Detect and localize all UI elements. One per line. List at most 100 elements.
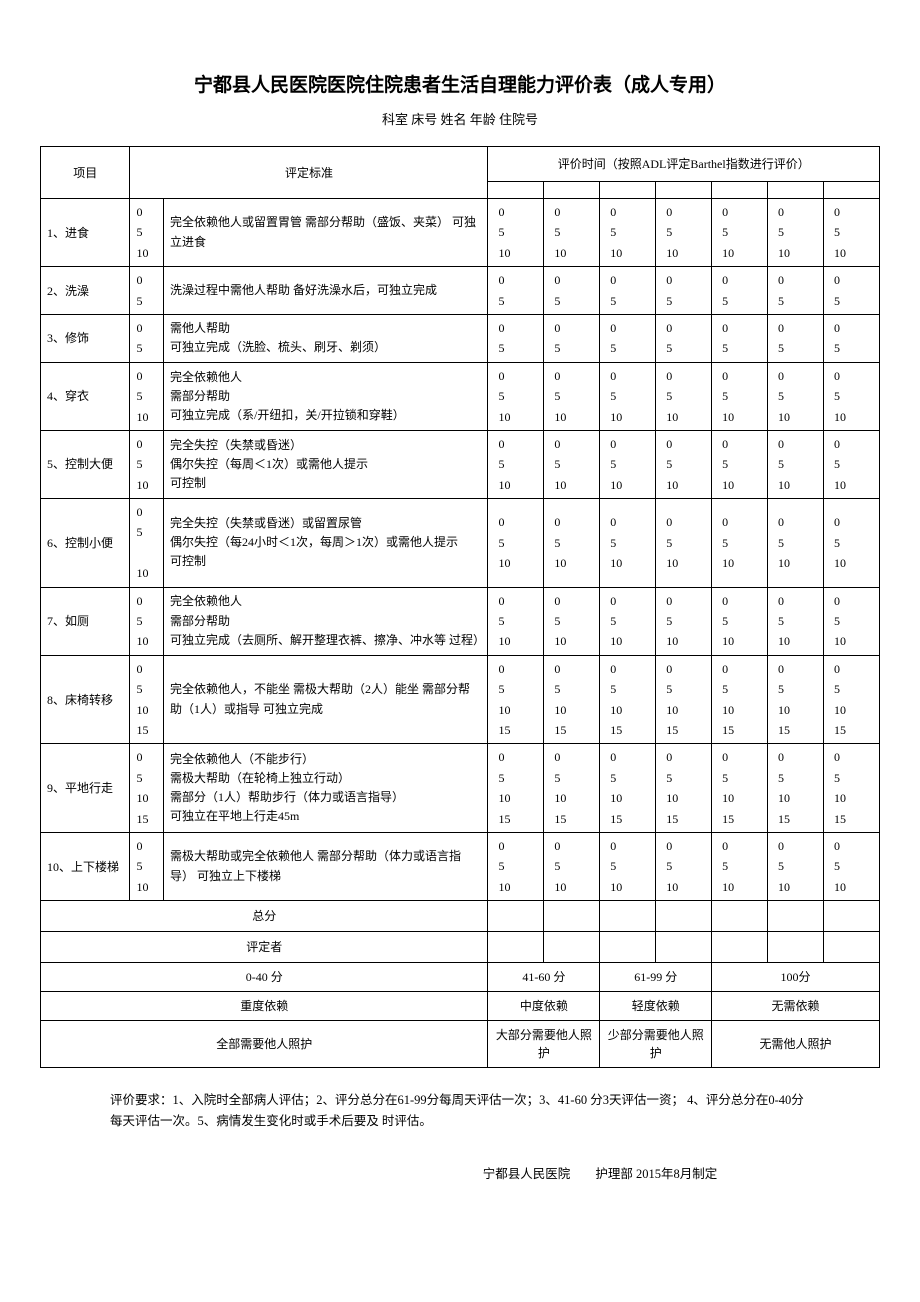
- item-name: 10、上下楼梯: [41, 832, 130, 900]
- grade-cell: 中度依赖: [488, 992, 600, 1021]
- eval-cell: 0510: [768, 499, 824, 588]
- eval-cell: 0510: [544, 499, 600, 588]
- eval-col-blank: [823, 182, 879, 199]
- eval-cell: 0510: [823, 430, 879, 498]
- item-name: 9、平地行走: [41, 744, 130, 833]
- eval-cell: 0510: [488, 587, 544, 655]
- eval-cell: 0510: [656, 587, 712, 655]
- eval-cell: 051015: [544, 655, 600, 744]
- total-cell: [823, 901, 879, 932]
- eval-cell: 05: [600, 314, 656, 362]
- eval-cell: 0510: [600, 199, 656, 267]
- eval-cell: 051015: [600, 744, 656, 833]
- eval-cell: 051015: [544, 744, 600, 833]
- item-row: 1、进食0510完全依赖他人或留置胃管 需部分帮助（盛饭、夹菜） 可独立进食05…: [41, 199, 880, 267]
- item-name: 7、如厕: [41, 587, 130, 655]
- item-criteria: 完全失控（失禁或昏迷）偶尔失控（每周＜1次）或需他人提示可控制: [164, 430, 488, 498]
- eval-cell: 0510: [544, 362, 600, 430]
- assessor-cell: [656, 932, 712, 963]
- item-criteria: 需极大帮助或完全依赖他人 需部分帮助（体力或语言指导） 可独立上下楼梯: [164, 832, 488, 900]
- eval-cell: 0510: [823, 499, 879, 588]
- eval-cell: 051015: [712, 655, 768, 744]
- total-cell: [544, 901, 600, 932]
- eval-cell: 0510: [768, 430, 824, 498]
- item-row: 7、如厕0510完全依赖他人需部分帮助可独立完成（去厕所、解开整理衣裤、擦净、冲…: [41, 587, 880, 655]
- footer-org: 宁都县人民医院: [483, 1167, 571, 1181]
- eval-cell: 051015: [823, 744, 879, 833]
- eval-cell: 0510: [656, 362, 712, 430]
- item-scores: 0510: [130, 430, 164, 498]
- total-cell: [600, 901, 656, 932]
- eval-cell: 05: [488, 314, 544, 362]
- assessor-cell: [712, 932, 768, 963]
- eval-cell: 0510: [823, 362, 879, 430]
- eval-cell: 05: [488, 267, 544, 315]
- item-scores: 05: [130, 267, 164, 315]
- eval-cell: 0510: [712, 832, 768, 900]
- page-subtitle: 科室 床号 姓名 年龄 住院号: [40, 109, 880, 128]
- assessor-cell: [823, 932, 879, 963]
- eval-cell: 0510: [823, 832, 879, 900]
- total-label: 总分: [41, 901, 488, 932]
- item-scores: 051015: [130, 744, 164, 833]
- eval-cell: 05: [823, 314, 879, 362]
- assessor-cell: [544, 932, 600, 963]
- item-name: 4、穿衣: [41, 362, 130, 430]
- eval-cell: 051015: [712, 744, 768, 833]
- item-name: 6、控制小便: [41, 499, 130, 588]
- eval-cell: 051015: [768, 655, 824, 744]
- eval-cell: 0510: [488, 362, 544, 430]
- eval-cell: 0510: [823, 199, 879, 267]
- item-name: 5、控制大便: [41, 430, 130, 498]
- item-name: 2、洗澡: [41, 267, 130, 315]
- footer: 宁都县人民医院 护理部 2015年8月制定: [40, 1163, 880, 1182]
- grade-cell: 重度依赖: [41, 992, 488, 1021]
- eval-cell: 0510: [600, 430, 656, 498]
- eval-cell: 05: [712, 267, 768, 315]
- item-criteria: 完全依赖他人或留置胃管 需部分帮助（盛饭、夹菜） 可独立进食: [164, 199, 488, 267]
- eval-cell: 05: [823, 267, 879, 315]
- item-scores: 0510: [130, 362, 164, 430]
- assessment-table: 项目 评定标准 评价时间（按照ADL评定Barthel指数进行评价） 1、进食0…: [40, 146, 880, 1068]
- item-row: 8、床椅转移051015完全依赖他人，不能坐 需极大帮助（2人）能坐 需部分帮助…: [41, 655, 880, 744]
- item-scores: 051015: [130, 655, 164, 744]
- eval-cell: 0510: [823, 587, 879, 655]
- total-row: 总分: [41, 901, 880, 932]
- eval-cell: 0510: [656, 430, 712, 498]
- grade-cell: 61-99 分: [600, 963, 712, 992]
- eval-cell: 0510: [600, 832, 656, 900]
- item-criteria: 完全依赖他人，不能坐 需极大帮助（2人）能坐 需部分帮助（1人）或指导 可独立完…: [164, 655, 488, 744]
- eval-col-blank: [488, 182, 544, 199]
- grade-cell: 41-60 分: [488, 963, 600, 992]
- eval-cell: 0510: [600, 362, 656, 430]
- total-cell: [712, 901, 768, 932]
- grade-care-row: 全部需要他人照护大部分需要他人照护少部分需要他人照护无需他人照护: [41, 1021, 880, 1068]
- eval-cell: 0510: [712, 199, 768, 267]
- eval-cell: 0510: [488, 499, 544, 588]
- eval-cell: 051015: [768, 744, 824, 833]
- eval-col-blank: [600, 182, 656, 199]
- eval-cell: 051015: [656, 655, 712, 744]
- eval-cell: 051015: [823, 655, 879, 744]
- page-title: 宁都县人民医院医院住院患者生活自理能力评价表（成人专用）: [40, 70, 880, 97]
- item-name: 1、进食: [41, 199, 130, 267]
- eval-cell: 05: [768, 314, 824, 362]
- item-scores: 0510: [130, 199, 164, 267]
- header-eval-time: 评价时间（按照ADL评定Barthel指数进行评价）: [488, 147, 880, 182]
- eval-cell: 05: [544, 267, 600, 315]
- eval-cell: 051015: [488, 744, 544, 833]
- eval-cell: 051015: [600, 655, 656, 744]
- item-criteria: 洗澡过程中需他人帮助 备好洗澡水后，可独立完成: [164, 267, 488, 315]
- notes-text: 评价要求：1、入院时全部病人评估；2、评分总分在61-99分每周天评估一次；3、…: [110, 1090, 810, 1133]
- eval-cell: 0510: [656, 199, 712, 267]
- item-criteria: 完全失控（失禁或昏迷）或留置尿管偶尔失控（每24小时＜1次，每周＞1次）或需他人…: [164, 499, 488, 588]
- total-cell: [488, 901, 544, 932]
- grade-cell: 少部分需要他人照护: [600, 1021, 712, 1068]
- grade-cell: 100分: [712, 963, 880, 992]
- item-scores: 05​10: [130, 499, 164, 588]
- grade-range-row: 0-40 分41-60 分61-99 分100分: [41, 963, 880, 992]
- item-scores: 05: [130, 314, 164, 362]
- assessor-label: 评定者: [41, 932, 488, 963]
- assessor-cell: [600, 932, 656, 963]
- header-item: 项目: [41, 147, 130, 199]
